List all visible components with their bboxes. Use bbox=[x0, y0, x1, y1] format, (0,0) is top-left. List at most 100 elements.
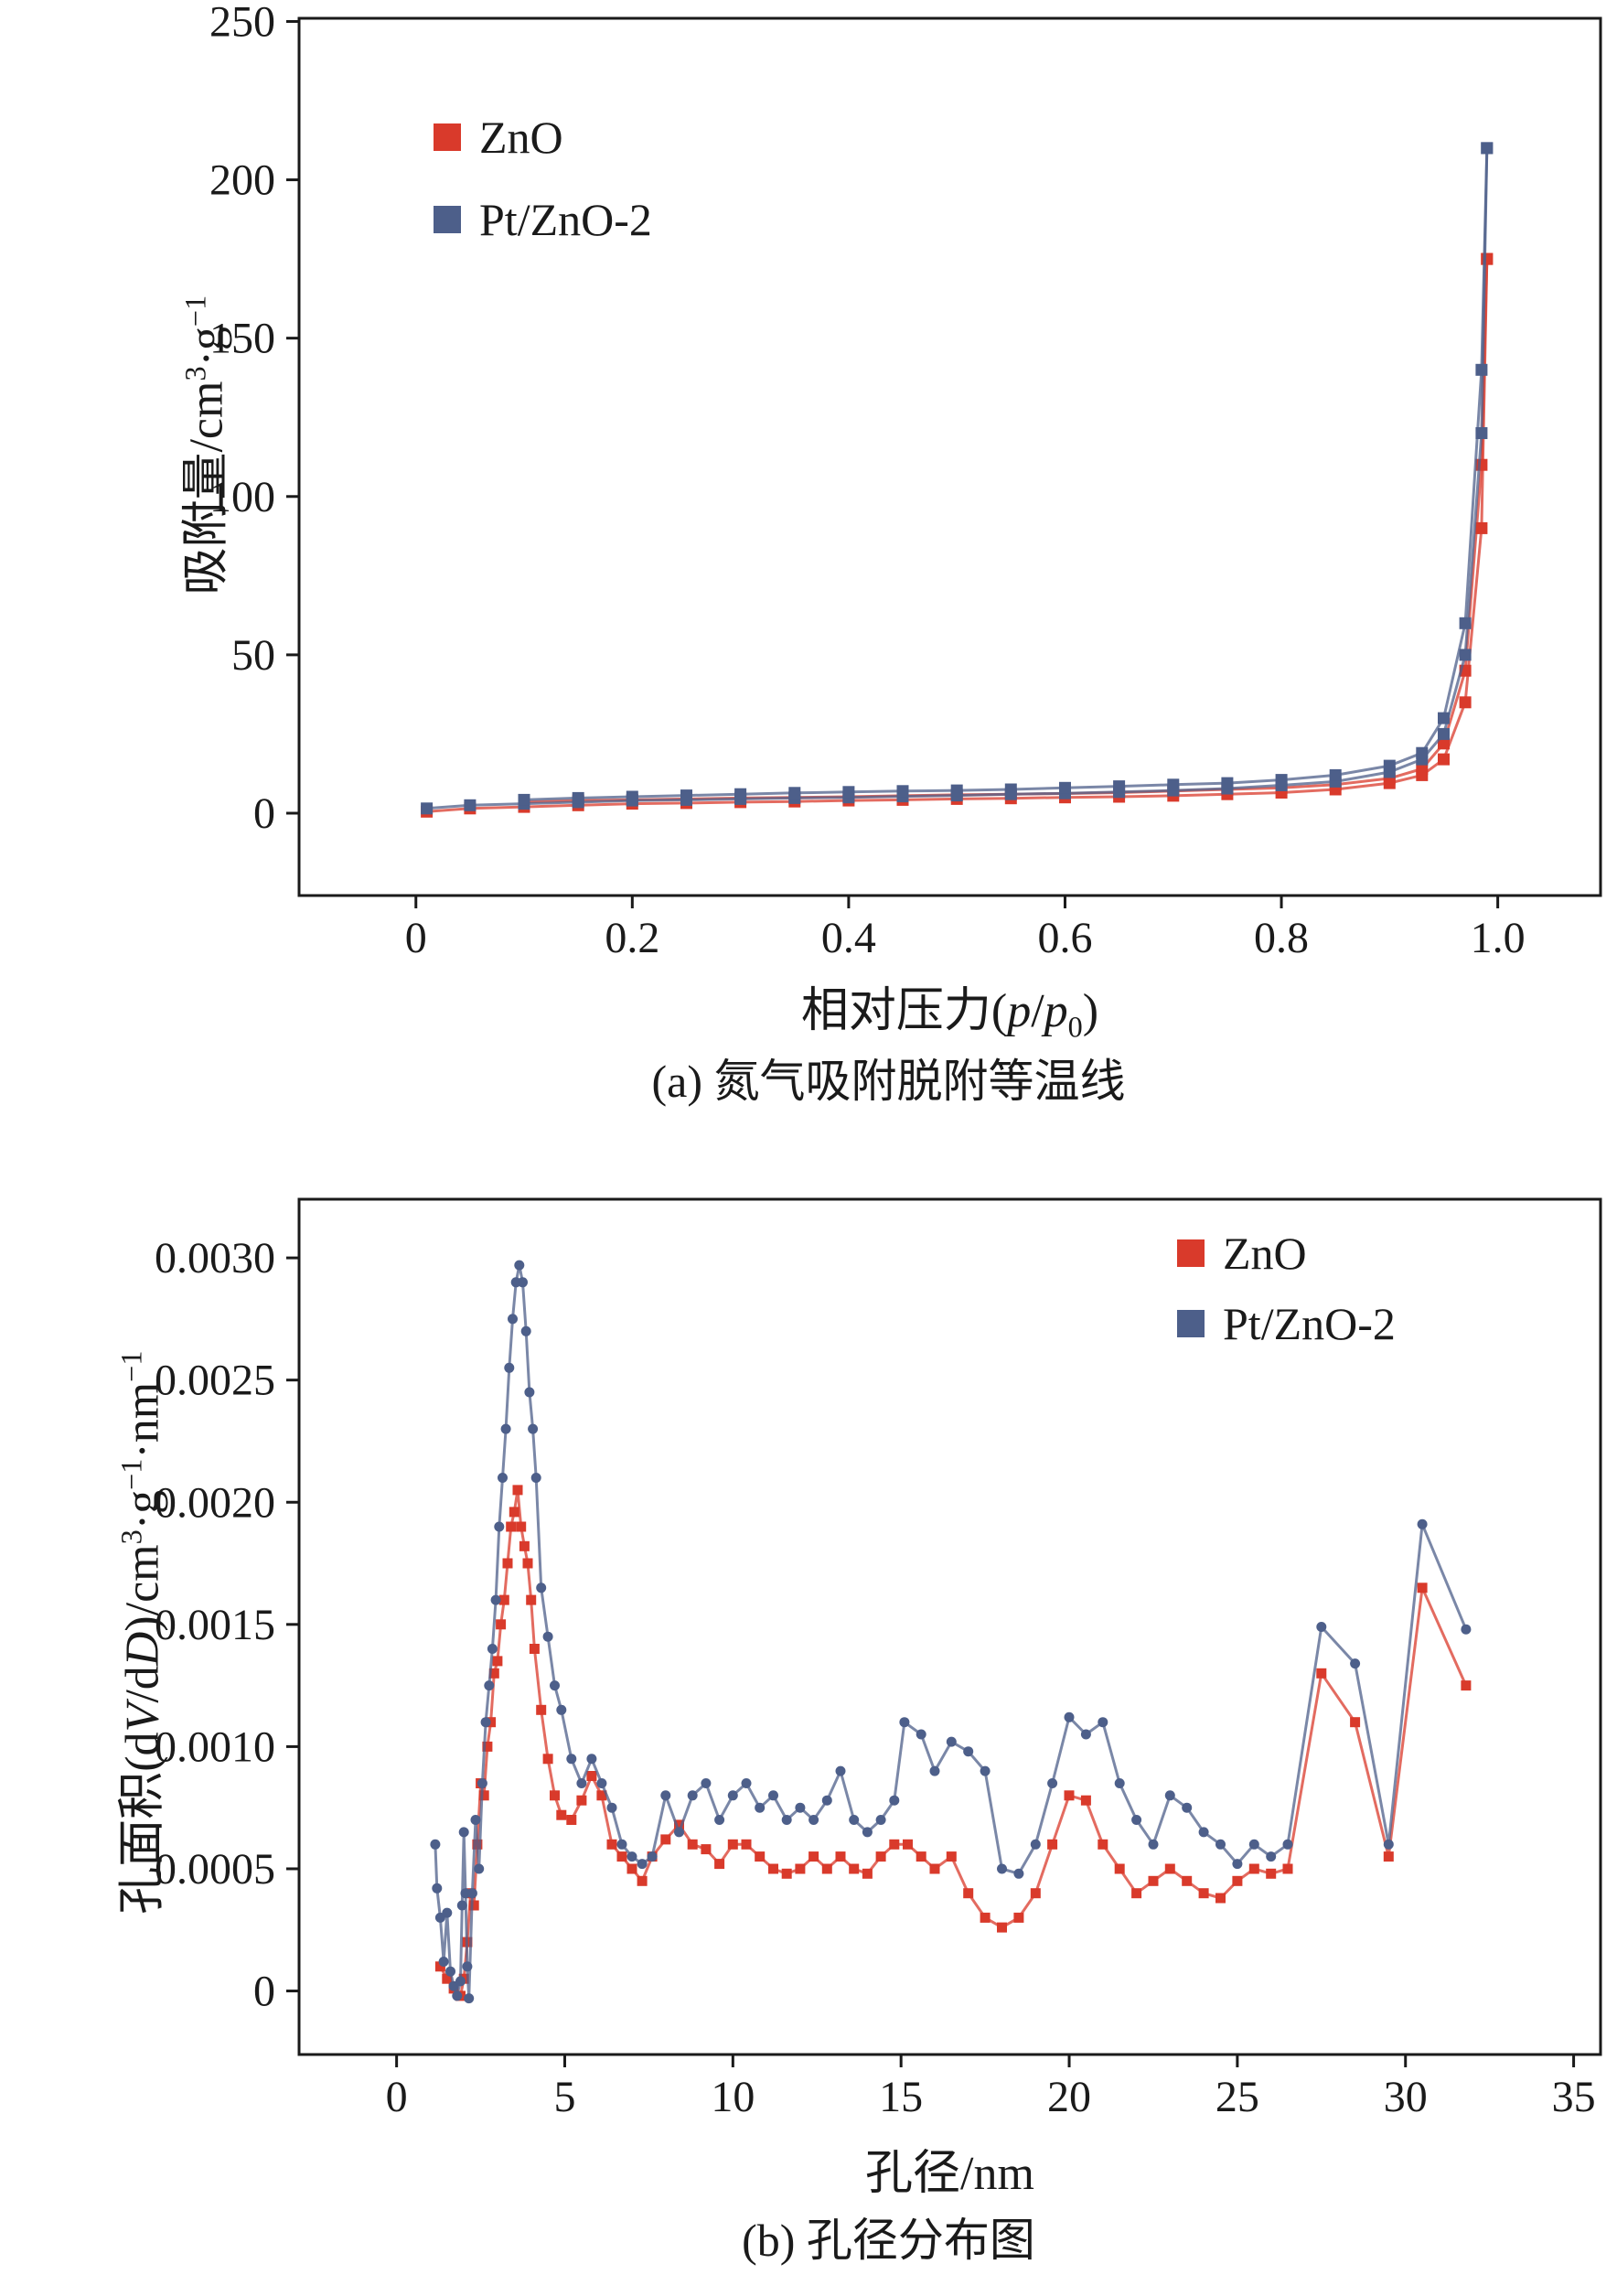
pore-y-axis-label: 孔面积(dV/dD)/cm3·g−1·nm−1 bbox=[114, 1350, 169, 1915]
series-line bbox=[523, 259, 1489, 804]
data-point-marker bbox=[1221, 777, 1234, 789]
legend: ZnO Pt/ZnO-2 bbox=[434, 112, 652, 245]
data-point-marker bbox=[1148, 1875, 1159, 1886]
data-point-marker bbox=[596, 1778, 607, 1788]
data-point-marker bbox=[1182, 1802, 1193, 1813]
data-point-marker bbox=[1059, 781, 1071, 794]
data-point-marker bbox=[1047, 1778, 1058, 1788]
data-point-marker bbox=[849, 1815, 860, 1825]
data-point-marker bbox=[1114, 1863, 1125, 1874]
x-tick-label: 30 bbox=[1384, 2073, 1428, 2121]
data-point-marker bbox=[519, 1540, 530, 1551]
data-point-marker bbox=[1459, 617, 1472, 629]
data-point-marker bbox=[1114, 1778, 1125, 1788]
data-point-marker bbox=[701, 1778, 712, 1788]
data-point-marker bbox=[526, 1594, 537, 1605]
data-point-marker bbox=[1148, 1839, 1159, 1850]
data-point-marker bbox=[1438, 737, 1450, 750]
data-point-marker bbox=[586, 1754, 597, 1765]
isotherm-figure: 0 0.2 0.4 0.6 0.8 1.0 0 50 100 150 200 250 ZnO Pt/ZnO… bbox=[0, 0, 1617, 1139]
data-point-marker bbox=[506, 1521, 517, 1532]
data-point-marker bbox=[835, 1765, 846, 1776]
data-point-marker bbox=[637, 1875, 648, 1886]
data-point-marker bbox=[781, 1868, 792, 1879]
data-point-marker bbox=[464, 799, 477, 811]
series-line bbox=[426, 147, 1489, 810]
data-point-marker bbox=[849, 1863, 860, 1874]
data-point-marker bbox=[504, 1362, 515, 1373]
legend-swatch bbox=[434, 206, 461, 233]
data-point-marker bbox=[1047, 1839, 1058, 1850]
data-point-marker bbox=[1167, 778, 1180, 791]
data-point-marker bbox=[727, 1839, 738, 1850]
data-point-marker bbox=[494, 1521, 505, 1532]
data-point-marker bbox=[1098, 1717, 1108, 1728]
data-point-marker bbox=[741, 1839, 752, 1850]
data-point-marker bbox=[478, 1790, 489, 1801]
data-point-marker bbox=[477, 1778, 487, 1788]
data-point-marker bbox=[963, 1888, 974, 1899]
series-zno bbox=[421, 252, 1494, 818]
data-point-marker bbox=[963, 1746, 974, 1757]
data-point-marker bbox=[903, 1839, 913, 1850]
y-tick-label: 50 bbox=[231, 631, 275, 680]
data-point-marker bbox=[1248, 1839, 1259, 1850]
isotherm-chart: 0 0.2 0.4 0.6 0.8 1.0 0 50 100 150 200 250 ZnO Pt/ZnO… bbox=[209, 0, 1602, 962]
series-pt-zno-2 bbox=[430, 1260, 1472, 2004]
series-group bbox=[421, 142, 1494, 818]
data-point-marker bbox=[980, 1765, 991, 1776]
data-point-marker bbox=[556, 1809, 567, 1820]
data-point-marker bbox=[1080, 1729, 1091, 1740]
data-point-marker bbox=[1282, 1839, 1293, 1850]
data-point-marker bbox=[741, 1778, 752, 1788]
data-point-marker bbox=[714, 1859, 725, 1870]
legend-label: Pt/ZnO-2 bbox=[1223, 1298, 1396, 1349]
data-point-marker bbox=[1030, 1839, 1041, 1850]
data-point-marker bbox=[514, 1260, 525, 1271]
data-point-marker bbox=[1416, 746, 1429, 759]
data-point-marker bbox=[899, 1717, 910, 1728]
x-tick-label: 0.8 bbox=[1254, 914, 1309, 962]
data-point-marker bbox=[1198, 1827, 1209, 1838]
data-point-marker bbox=[795, 1863, 806, 1874]
data-point-marker bbox=[488, 1668, 499, 1679]
data-point-marker bbox=[795, 1802, 806, 1813]
data-point-marker bbox=[660, 1790, 671, 1801]
data-point-marker bbox=[1475, 427, 1488, 439]
legend-swatch bbox=[1177, 1239, 1205, 1267]
data-point-marker bbox=[502, 1558, 513, 1569]
data-point-marker bbox=[566, 1754, 577, 1765]
data-point-marker bbox=[508, 1314, 518, 1325]
data-point-marker bbox=[1266, 1851, 1277, 1862]
data-point-marker bbox=[470, 1815, 481, 1825]
data-point-marker bbox=[875, 1815, 886, 1825]
y-tick-label: 0 bbox=[253, 1968, 275, 2016]
data-point-marker bbox=[1013, 1912, 1024, 1923]
data-point-marker bbox=[606, 1839, 617, 1850]
y-tick-label: 0.0010 bbox=[155, 1722, 275, 1771]
data-point-marker bbox=[1438, 753, 1450, 766]
x-tick-label: 0 bbox=[386, 2073, 408, 2121]
data-point-marker bbox=[781, 1815, 792, 1825]
data-point-marker bbox=[916, 1729, 926, 1740]
data-point-marker bbox=[862, 1868, 873, 1879]
data-point-marker bbox=[821, 1795, 832, 1806]
data-point-marker bbox=[687, 1839, 698, 1850]
x-tick-label: 35 bbox=[1552, 2073, 1596, 2121]
data-point-marker bbox=[862, 1827, 873, 1838]
data-point-marker bbox=[616, 1839, 627, 1850]
data-point-marker bbox=[487, 1644, 498, 1654]
data-point-marker bbox=[1282, 1863, 1293, 1874]
legend-swatch bbox=[1177, 1310, 1205, 1337]
data-point-marker bbox=[430, 1839, 441, 1850]
data-point-marker bbox=[421, 802, 434, 815]
data-point-marker bbox=[875, 1851, 886, 1862]
data-point-marker bbox=[1438, 712, 1450, 724]
data-point-marker bbox=[755, 1851, 766, 1862]
data-point-marker bbox=[1459, 696, 1472, 709]
data-point-marker bbox=[528, 1423, 539, 1434]
y-tick-label: 0.0015 bbox=[155, 1601, 275, 1649]
data-point-marker bbox=[755, 1802, 766, 1813]
pore-distribution-chart: 0 5 10 15 20 25 30 35 0 0.0005 0.0010 0.0015 0.0020 0… bbox=[155, 1197, 1602, 2121]
x-tick-label: 0.2 bbox=[605, 914, 659, 962]
